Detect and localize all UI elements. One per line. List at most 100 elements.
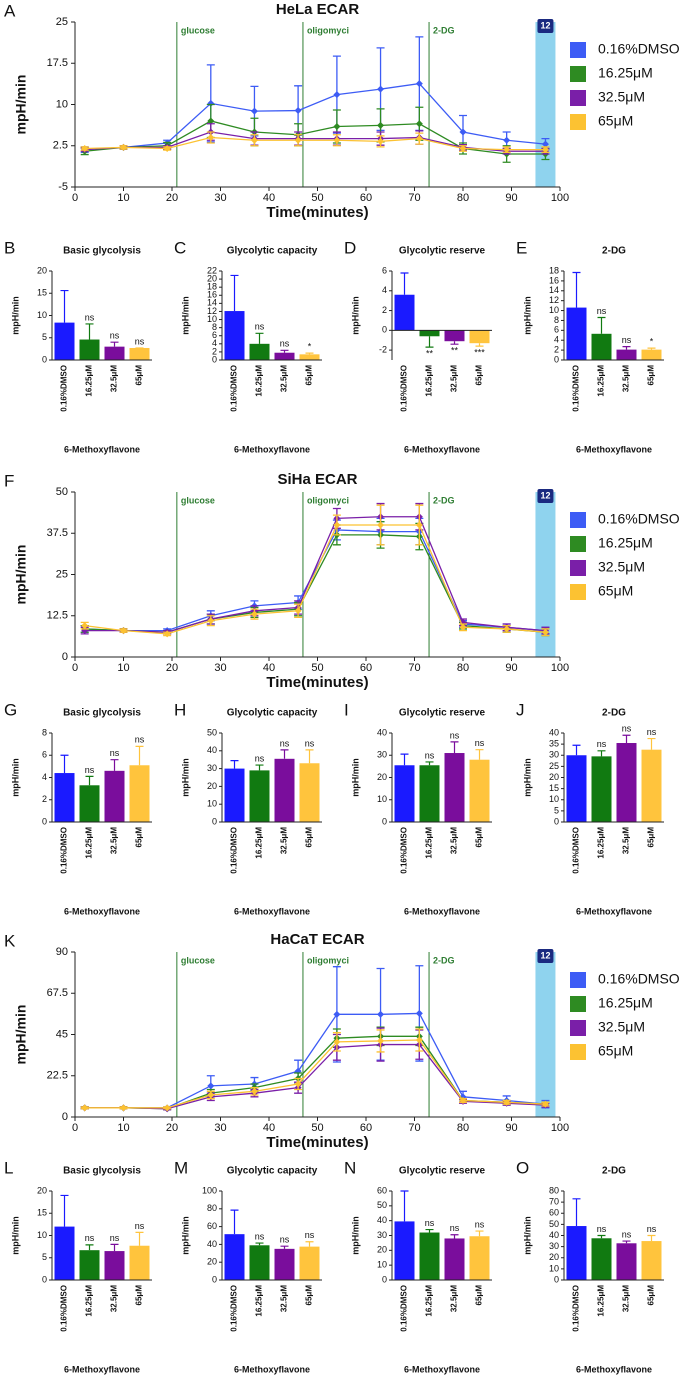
x-axis-label: 6-Methoxyflavone — [576, 444, 652, 454]
y-tick-label: 8 — [212, 322, 217, 332]
significance-label: ns — [85, 312, 95, 322]
panel-letter: B — [4, 238, 15, 257]
significance-label: ns — [597, 306, 607, 316]
x-tick-label: 0.16%DMSO — [572, 1285, 581, 1332]
chart-title: HeLa ECAR — [276, 1, 360, 18]
y-tick-label: 22 — [207, 265, 217, 275]
legend-label: 32.5μM — [598, 89, 645, 105]
x-axis-label: 6-Methoxyflavone — [404, 444, 480, 454]
y-tick-label: 25 — [549, 761, 559, 771]
bar — [591, 1238, 612, 1280]
bar — [444, 330, 465, 342]
y-tick-label: 4 — [554, 335, 559, 345]
bar — [274, 352, 295, 360]
x-tick-label: 0.16%DMSO — [60, 827, 69, 874]
panel-letter: L — [4, 1158, 13, 1177]
bar — [224, 768, 245, 822]
legend-label: 16.25μM — [598, 535, 653, 551]
y-tick-label: 6 — [212, 330, 217, 340]
legend-swatch — [570, 536, 586, 552]
error-bar — [255, 1242, 264, 1246]
significance-label: ns — [255, 1231, 265, 1241]
bar — [224, 311, 245, 360]
bar — [469, 1236, 490, 1280]
data-point — [333, 91, 341, 99]
significance-label: * — [650, 337, 654, 347]
x-tick-label: 90 — [505, 1122, 517, 1134]
legend-label: 32.5μM — [598, 559, 645, 575]
error-bar — [280, 1245, 289, 1249]
bar — [641, 349, 662, 360]
error-bar — [450, 1234, 459, 1239]
panel-letter: G — [4, 700, 17, 719]
bar — [616, 743, 637, 822]
x-tick-label: 16.25μM — [255, 1285, 264, 1317]
x-tick-label: 70 — [408, 192, 420, 204]
significance-label: ns — [135, 735, 145, 745]
error-bar — [60, 1194, 69, 1227]
x-tick-label: 16.25μM — [85, 365, 94, 397]
bar — [104, 1251, 125, 1280]
marker-box — [537, 19, 554, 33]
injection-label: oligomyci — [307, 25, 349, 35]
y-tick-label: 16 — [549, 275, 559, 285]
y-tick-label: 6 — [42, 750, 47, 760]
y-tick-label: 20 — [549, 772, 559, 782]
y-tick-label: 20 — [207, 273, 217, 283]
error-bar — [230, 274, 239, 312]
error-bar — [230, 759, 239, 769]
y-tick-label: 2 — [554, 344, 559, 354]
y-tick-label: 10 — [56, 98, 68, 110]
y-tick-label: 0 — [212, 1274, 217, 1284]
legend-label: 16.25μM — [598, 995, 653, 1011]
error-bar — [572, 744, 581, 756]
legend-swatch — [570, 1020, 586, 1036]
significance-label: ns — [305, 738, 315, 748]
data-point — [120, 627, 127, 635]
x-tick-label: 16.25μM — [85, 1285, 94, 1317]
injection-label: 2-DG — [433, 955, 455, 965]
injection-label: glucose — [181, 495, 215, 505]
y-tick-label: 0 — [212, 816, 217, 826]
bar — [79, 339, 100, 360]
marker-label: 12 — [540, 950, 550, 960]
bar — [394, 765, 415, 822]
error-bar — [110, 341, 119, 347]
x-tick-label: 40 — [263, 1122, 275, 1134]
x-tick-label: 0.16%DMSO — [400, 827, 409, 874]
data-point — [294, 107, 302, 115]
error-bar — [85, 1244, 94, 1251]
error-bar — [622, 1240, 631, 1244]
y-tick-label: 2.5 — [53, 140, 68, 152]
y-tick-label: 12 — [207, 306, 217, 316]
x-tick-label: 30 — [214, 192, 226, 204]
error-bar — [475, 1230, 484, 1237]
y-tick-label: 5 — [554, 805, 559, 815]
panel-letter: E — [516, 238, 527, 257]
x-tick-label: 16.25μM — [597, 827, 606, 859]
bar — [224, 1234, 245, 1280]
x-tick-label: 0.16%DMSO — [60, 365, 69, 412]
y-tick-label: 20 — [549, 1252, 559, 1262]
x-tick-label: 20 — [166, 1122, 178, 1134]
chart-title: 2-DG — [602, 708, 626, 719]
bar — [249, 343, 270, 360]
x-tick-label: 16.25μM — [255, 365, 264, 397]
bar — [616, 349, 637, 360]
x-tick-label: 32.5μM — [280, 1285, 289, 1312]
y-tick-label: -2 — [379, 344, 387, 354]
y-tick-label: 0 — [554, 354, 559, 364]
x-tick-label: 65μM — [475, 827, 484, 848]
chart-title: Basic glycolysis — [63, 708, 141, 719]
significance-label: ns — [135, 1221, 145, 1231]
error-bar — [255, 332, 264, 344]
x-tick-label: 50 — [311, 1122, 323, 1134]
error-bar — [572, 271, 581, 308]
bar — [591, 756, 612, 822]
series-line — [84, 534, 546, 633]
data-point — [377, 137, 385, 145]
data-point — [503, 625, 511, 633]
x-axis-label: Time(minutes) — [266, 1134, 368, 1151]
data-point — [207, 1091, 215, 1099]
y-tick-label: 30 — [549, 1241, 559, 1251]
